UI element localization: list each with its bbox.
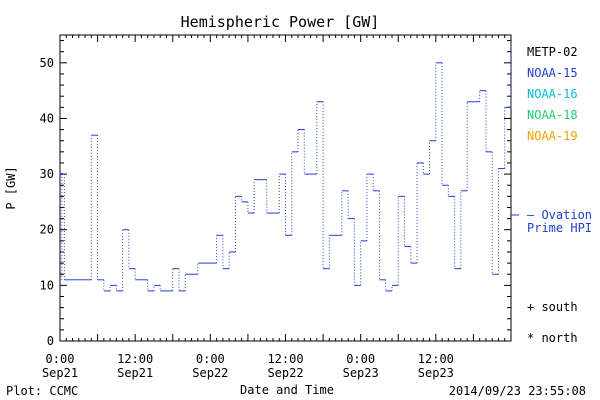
south-marker-label: + south bbox=[527, 300, 578, 314]
legend-entry: METP-02 bbox=[527, 45, 578, 59]
plot-timestamp: 2014/09/23 23:55:08 bbox=[448, 384, 586, 398]
x-tick-label-time: 12:00 bbox=[117, 352, 153, 366]
x-tick-label-date: Sep21 bbox=[117, 366, 153, 380]
chart-title: Hemispheric Power [GW] bbox=[181, 13, 380, 31]
y-axis-label: P [GW] bbox=[4, 166, 18, 209]
y-tick-label: 40 bbox=[40, 111, 54, 125]
legend-entry: NOAA-15 bbox=[527, 66, 578, 80]
data-point bbox=[60, 172, 64, 176]
x-tick-label-date: Sep21 bbox=[42, 366, 78, 380]
legend-entry: NOAA-18 bbox=[527, 108, 578, 122]
x-tick-label-date: Sep22 bbox=[267, 366, 303, 380]
x-tick-label-date: Sep23 bbox=[343, 366, 379, 380]
x-axis-label: Date and Time bbox=[240, 383, 334, 397]
x-tick-label-date: Sep22 bbox=[192, 366, 228, 380]
plot-frame bbox=[59, 34, 512, 342]
x-tick-label-time: 0:00 bbox=[196, 352, 225, 366]
x-tick-label-time: 0:00 bbox=[46, 352, 75, 366]
y-tick-label: 10 bbox=[40, 278, 54, 292]
x-tick-label-date: Sep23 bbox=[418, 366, 454, 380]
legend-entry: NOAA-16 bbox=[527, 87, 578, 101]
ovation-label: — Ovation bbox=[527, 208, 592, 222]
north-marker-label: * north bbox=[527, 331, 578, 345]
plot-source-label: Plot: CCMC bbox=[6, 384, 79, 398]
y-tick-label: 50 bbox=[40, 56, 54, 70]
y-tick-label: 20 bbox=[40, 223, 54, 237]
legend-entry: NOAA-19 bbox=[527, 129, 578, 143]
y-tick-label: 30 bbox=[40, 167, 54, 181]
x-tick-label-time: 12:00 bbox=[418, 352, 454, 366]
x-tick-label-time: 0:00 bbox=[346, 352, 375, 366]
y-tick-label: 0 bbox=[47, 334, 54, 348]
prime-hpi-label: Prime HPI bbox=[527, 221, 592, 235]
x-tick-label-time: 12:00 bbox=[267, 352, 303, 366]
